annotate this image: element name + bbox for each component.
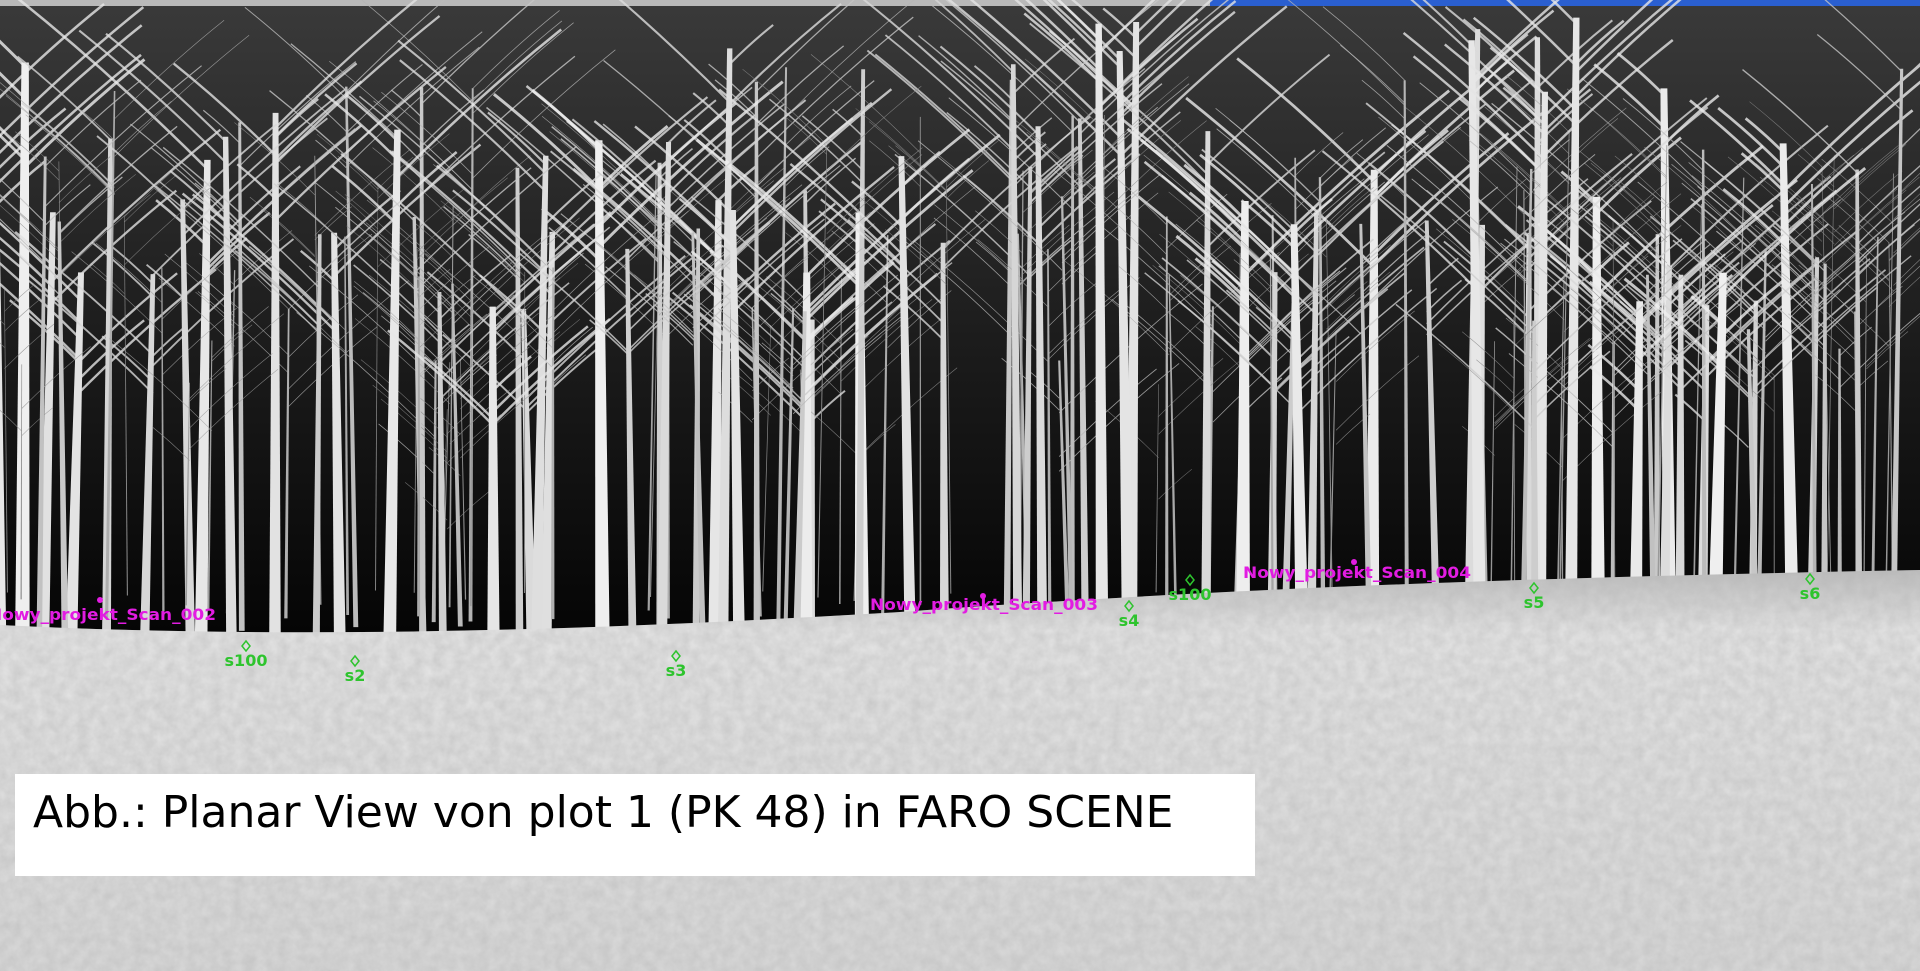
station-label: s100 [1169, 585, 1212, 604]
planar-view: Nowy_projekt_Scan_002 Nowy_projekt_Scan_0… [0, 0, 1920, 971]
station-label: s3 [666, 661, 687, 680]
page: Nowy_projekt_Scan_002 Nowy_projekt_Scan_0… [0, 0, 1920, 971]
scan-marker [97, 597, 103, 603]
station-label: s100 [225, 651, 268, 670]
scan-label: Nowy_projekt_Scan_004 [1243, 563, 1471, 582]
station-label: s6 [1800, 584, 1821, 603]
caption: Abb.: Planar View von plot 1 (PK 48) in … [33, 787, 1173, 838]
scan-label: Nowy_projekt_Scan_002 [0, 605, 216, 624]
top-strip-active [1210, 0, 1920, 6]
station-label: s4 [1119, 611, 1140, 630]
station-label: s5 [1524, 593, 1545, 612]
scan-label: Nowy_projekt_Scan_003 [870, 595, 1098, 614]
station-label: s2 [345, 666, 366, 685]
